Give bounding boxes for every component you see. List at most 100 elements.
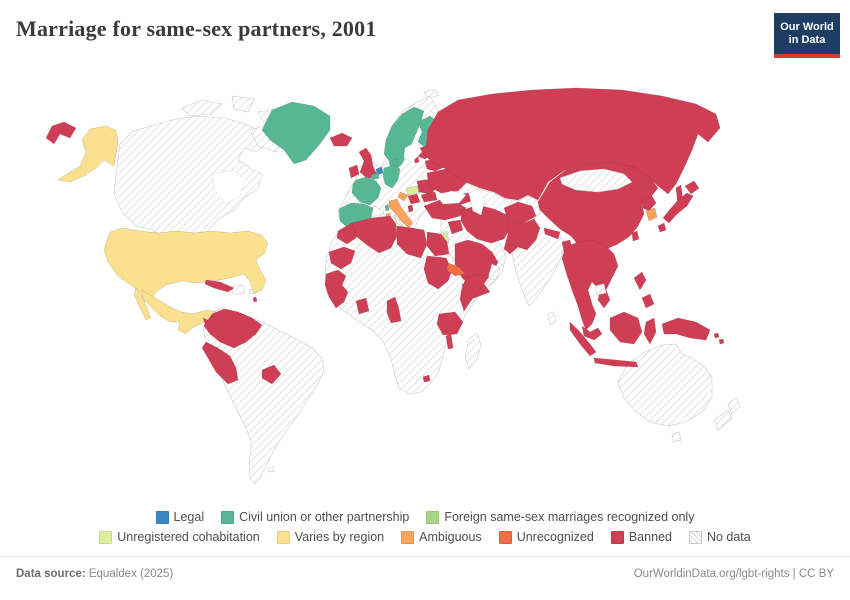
country-philippines-luzon[interactable] xyxy=(633,271,647,291)
country-philippines-mindanao[interactable] xyxy=(641,293,655,309)
country-corsica[interactable] xyxy=(384,203,390,212)
country-south-korea[interactable] xyxy=(645,207,658,222)
water-baltic-sea xyxy=(403,141,423,163)
country-syria[interactable] xyxy=(447,219,464,235)
country-malaysia[interactable] xyxy=(581,325,603,341)
footer-link[interactable]: OurWorldinData.org/lgbt-rights | CC BY xyxy=(633,568,834,580)
legend-item-civil_union[interactable]: Civil union or other partnership xyxy=(221,510,409,524)
legend-row-2: Unregistered cohabitation Varies by regio… xyxy=(0,527,850,547)
region-mainland-southeast-asia[interactable] xyxy=(561,239,619,331)
data-source-value: Equaldex (2025) xyxy=(85,568,174,580)
country-taiwan[interactable] xyxy=(631,230,640,242)
legend-label-unregistered_cohabitation: Unregistered cohabitation xyxy=(117,530,260,544)
country-new-guinea[interactable] xyxy=(661,317,711,341)
country-italy[interactable] xyxy=(388,198,414,229)
region-south-america-base[interactable] xyxy=(202,307,325,485)
country-somalia[interactable] xyxy=(459,273,490,312)
country-arctic-island-2[interactable] xyxy=(231,95,255,113)
region-west-africa-coast[interactable] xyxy=(324,269,349,309)
country-indonesia-sumatra[interactable] xyxy=(569,321,597,357)
country-tasmania[interactable] xyxy=(671,431,682,443)
country-iran[interactable] xyxy=(460,204,512,244)
country-libya[interactable] xyxy=(396,225,428,259)
legend-item-ambiguous[interactable]: Ambiguous xyxy=(401,530,482,544)
legend-item-unrecognized[interactable]: Unrecognized xyxy=(498,530,594,544)
country-japan-honshu[interactable] xyxy=(662,192,694,224)
legend-swatch-banned xyxy=(610,530,624,544)
legend-swatch-foreign_recognized xyxy=(426,510,440,524)
country-malawi[interactable] xyxy=(445,333,454,350)
country-hispaniola[interactable] xyxy=(230,284,246,295)
country-egypt[interactable] xyxy=(426,231,450,257)
country-solomon-islands-1[interactable] xyxy=(713,332,720,339)
country-cameroon[interactable] xyxy=(386,296,402,324)
country-hungary[interactable] xyxy=(405,185,420,196)
country-japan-hokkaido[interactable] xyxy=(684,180,700,195)
country-cambodia[interactable] xyxy=(594,283,607,296)
country-solomon-islands-2[interactable] xyxy=(718,338,725,345)
legend-item-foreign_recognized[interactable]: Foreign same-sex marriages recognized on… xyxy=(426,510,694,524)
country-arctic-island-1[interactable] xyxy=(181,99,223,117)
country-australia[interactable] xyxy=(617,343,713,427)
legend-label-varies_by_region: Varies by region xyxy=(294,530,385,544)
country-nepal[interactable] xyxy=(543,227,561,240)
country-algeria[interactable] xyxy=(351,215,398,254)
country-japan-kyushu[interactable] xyxy=(657,222,667,233)
country-north-korea[interactable] xyxy=(641,195,657,212)
country-peru[interactable] xyxy=(201,341,239,385)
legend-item-no_data[interactable]: No data xyxy=(688,530,751,544)
legend-label-ambiguous: Ambiguous xyxy=(419,530,482,544)
country-oman[interactable] xyxy=(487,263,501,281)
country-tanzania[interactable] xyxy=(436,311,464,336)
legend-row-1: Legal Civil union or other partnership For… xyxy=(0,507,850,527)
country-serbia[interactable] xyxy=(407,193,421,205)
country-ghana-togo[interactable] xyxy=(355,297,370,315)
country-germany[interactable] xyxy=(382,164,401,189)
country-new-zealand-south[interactable] xyxy=(713,409,733,431)
country-iceland[interactable] xyxy=(329,132,353,147)
country-belgium[interactable] xyxy=(370,172,380,181)
country-bulgaria[interactable] xyxy=(420,191,438,203)
country-new-zealand-north[interactable] xyxy=(727,397,741,415)
legend-item-legal[interactable]: Legal xyxy=(155,510,204,524)
legend-label-banned: Banned xyxy=(628,530,672,544)
data-source-label: Data source: xyxy=(16,568,86,580)
country-mexico-baja[interactable] xyxy=(133,287,152,321)
country-indonesia-java[interactable] xyxy=(593,357,639,368)
country-greenland[interactable] xyxy=(261,101,331,165)
legend-swatch-legal xyxy=(155,510,169,524)
legend-swatch-no_data xyxy=(688,530,702,544)
water-caspian-sea xyxy=(468,188,486,216)
country-paraguay[interactable] xyxy=(261,364,282,385)
legend-item-varies_by_region[interactable]: Varies by region xyxy=(276,530,385,544)
country-mongolia[interactable] xyxy=(559,168,633,193)
country-madagascar[interactable] xyxy=(464,332,482,370)
country-mauritania[interactable] xyxy=(328,246,356,270)
owid-logo[interactable]: Our World in Data xyxy=(774,13,840,58)
country-colombia-venezuela[interactable] xyxy=(203,308,263,349)
country-croatia[interactable] xyxy=(397,191,409,202)
country-france[interactable] xyxy=(351,176,382,206)
country-indonesia-borneo[interactable] xyxy=(609,311,643,345)
country-russia[interactable] xyxy=(424,87,721,201)
country-indonesia-sulawesi[interactable] xyxy=(643,317,657,345)
country-cuba[interactable] xyxy=(204,279,235,293)
legend-swatch-unregistered_cohabitation xyxy=(99,530,113,544)
owid-logo-line1: Our World xyxy=(780,20,834,33)
country-sudan[interactable] xyxy=(423,255,453,290)
country-pakistan[interactable] xyxy=(503,218,541,255)
legend-item-unregistered_cohabitation[interactable]: Unregistered cohabitation xyxy=(99,530,260,544)
country-russia-chukotka[interactable] xyxy=(45,121,77,145)
country-lesotho[interactable] xyxy=(422,374,431,383)
country-falkland-islands[interactable] xyxy=(267,466,275,473)
country-ireland[interactable] xyxy=(348,164,360,179)
country-albania[interactable] xyxy=(407,204,414,213)
country-netherlands[interactable] xyxy=(375,166,384,176)
country-united-states-alaska[interactable] xyxy=(57,125,119,183)
data-source: Data source: Equaldex (2025) xyxy=(16,568,173,600)
country-svalbard[interactable] xyxy=(423,88,440,100)
legend-item-banned[interactable]: Banned xyxy=(610,530,672,544)
country-eritrea[interactable] xyxy=(446,262,466,277)
country-lesser-antilles[interactable] xyxy=(252,296,258,303)
country-sri-lanka[interactable] xyxy=(547,311,557,326)
